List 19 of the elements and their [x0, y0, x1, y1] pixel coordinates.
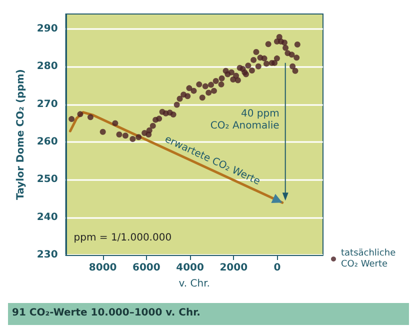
y-tick-label: 280 — [36, 61, 58, 72]
x-tick-label: 8000 — [88, 262, 117, 274]
line-series — [68, 111, 284, 204]
x-tick-label: 4000 — [176, 262, 204, 274]
x-tick-label: 0 — [274, 262, 281, 274]
y-tick-label: 290 — [36, 24, 58, 35]
y-tick-label: 250 — [36, 174, 58, 186]
y-axis-title: Taylor Dome CO₂ (ppm) — [16, 69, 26, 200]
text: 91 CO₂-Werte 10.000–1000 v. Chr. — [12, 308, 200, 318]
y-tick-label: 270 — [36, 98, 58, 110]
x-tick-label: 6000 — [132, 262, 160, 274]
y-tick-label: 240 — [36, 212, 58, 223]
x-axis-title: v. Chr. — [178, 278, 210, 290]
y-tick-label: 230 — [36, 250, 58, 260]
y-tick-label: 260 — [36, 136, 58, 148]
x-tick-label: 2000 — [220, 262, 248, 274]
annotation: 40 ppm CO₂ Anomalie — [210, 108, 280, 132]
legend-label: tatsächliche CO₂ Werte — [341, 248, 398, 270]
annotation: ppm = 1/1.000.000 — [74, 232, 172, 244]
